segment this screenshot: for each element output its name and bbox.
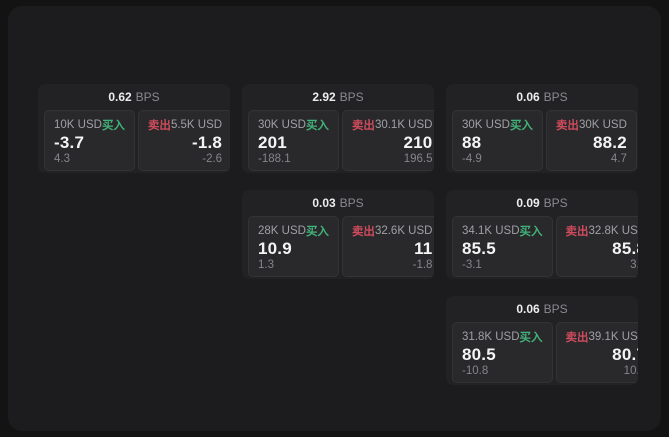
spread-unit: BPS	[339, 196, 364, 210]
quote-cards-grid: 0.62 BPS 10K USD 买入 -3.7 4.3 卖出 5.5K USD	[38, 84, 638, 385]
sell-panel[interactable]: 卖出 30.1K USD 210 196.5	[341, 110, 434, 171]
buy-label: 买入	[305, 226, 329, 238]
sell-subvalue: 196.5	[403, 153, 433, 165]
sell-panel[interactable]: 卖出 5.5K USD -1.8 -2.6	[137, 110, 230, 171]
spread-unit: BPS	[543, 90, 568, 104]
quote-card: 0.06 BPS 30K USD 买入 88 -4.9 卖出 30K USD	[446, 84, 638, 173]
quote-card: 0.03 BPS 28K USD 买入 10.9 1.3 卖出 32.6K US…	[242, 190, 434, 279]
spread-header: 0.09 BPS	[446, 190, 638, 216]
sell-label: 卖出	[555, 120, 579, 132]
buy-label: 买入	[509, 120, 533, 132]
sell-subvalue: -1.8	[412, 259, 433, 271]
sell-panel[interactable]: 卖出 30K USD 88.2 4.7	[545, 110, 637, 171]
buy-size: 31.8K USD	[462, 331, 520, 343]
buy-size: 30K USD	[462, 119, 510, 131]
buy-subvalue: 4.3	[54, 153, 70, 165]
buy-subvalue: 1.3	[258, 259, 274, 271]
quote-card: 0.09 BPS 34.1K USD 买入 85.5 -3.1 卖出 32.8K…	[446, 190, 638, 279]
quote-card: 0.06 BPS 31.8K USD 买入 80.5 -10.8 卖出 39.1…	[446, 296, 638, 385]
spread-header: 0.03 BPS	[242, 190, 434, 216]
spread-unit: BPS	[135, 90, 160, 104]
sell-price: 88.2	[592, 133, 627, 152]
sell-subvalue: 10.2	[623, 365, 638, 377]
sell-subvalue: 3.0	[630, 259, 638, 271]
sell-price: 210	[403, 133, 433, 152]
buy-size: 10K USD	[54, 119, 102, 131]
spread-header: 0.06 BPS	[446, 296, 638, 322]
sell-panel[interactable]: 卖出 32.6K USD 11 -1.8	[341, 216, 434, 277]
spread-unit: BPS	[543, 196, 568, 210]
buy-label: 买入	[101, 120, 125, 132]
buy-price: 88	[462, 133, 482, 152]
buy-subvalue: -3.1	[462, 259, 482, 271]
sell-label: 卖出	[565, 332, 589, 344]
buy-panel[interactable]: 28K USD 买入 10.9 1.3	[248, 216, 339, 277]
sell-subvalue: -2.6	[202, 153, 223, 165]
sell-price: 80.7	[612, 345, 638, 364]
quote-card: 0.62 BPS 10K USD 买入 -3.7 4.3 卖出 5.5K USD	[38, 84, 230, 173]
buy-label: 买入	[519, 226, 543, 238]
spread-value: 0.06	[516, 302, 540, 316]
spread-header: 2.92 BPS	[242, 84, 434, 110]
sell-price: -1.8	[191, 133, 223, 152]
buy-size: 34.1K USD	[462, 225, 520, 237]
sell-price: 11	[414, 239, 433, 258]
buy-panel[interactable]: 30K USD 买入 201 -188.1	[248, 110, 339, 171]
sell-size: 32.8K USD	[588, 225, 638, 237]
buy-panel[interactable]: 31.8K USD 买入 80.5 -10.8	[452, 322, 553, 383]
spread-unit: BPS	[339, 90, 364, 104]
sell-label: 卖出	[147, 120, 171, 132]
spread-value: 0.09	[516, 196, 540, 210]
sell-panel[interactable]: 卖出 32.8K USD 85.8 3.0	[555, 216, 638, 277]
buy-price: 10.9	[258, 239, 292, 258]
buy-price: 85.5	[462, 239, 496, 258]
spread-value: 0.06	[516, 90, 540, 104]
spread-header: 0.06 BPS	[446, 84, 638, 110]
sell-size: 30.1K USD	[374, 119, 433, 131]
buy-price: 201	[258, 133, 287, 152]
buy-price: -3.7	[54, 133, 85, 152]
app-window: 0.62 BPS 10K USD 买入 -3.7 4.3 卖出 5.5K USD	[8, 6, 661, 431]
spread-value: 2.92	[312, 90, 336, 104]
spread-value: 0.62	[108, 90, 132, 104]
sell-price: 85.8	[612, 239, 638, 258]
buy-size: 28K USD	[258, 225, 306, 237]
sell-label: 卖出	[351, 120, 375, 132]
buy-panel[interactable]: 30K USD 买入 88 -4.9	[452, 110, 543, 171]
buy-size: 30K USD	[258, 119, 306, 131]
spread-header: 0.62 BPS	[38, 84, 230, 110]
buy-label: 买入	[519, 332, 543, 344]
sell-size: 30K USD	[578, 119, 627, 131]
spread-unit: BPS	[543, 302, 568, 316]
buy-panel[interactable]: 34.1K USD 买入 85.5 -3.1	[452, 216, 553, 277]
sell-size: 32.6K USD	[374, 225, 433, 237]
buy-subvalue: -10.8	[462, 365, 489, 377]
sell-size: 39.1K USD	[588, 331, 638, 343]
buy-panel[interactable]: 10K USD 买入 -3.7 4.3	[44, 110, 135, 171]
spread-value: 0.03	[312, 196, 336, 210]
sell-label: 卖出	[565, 226, 589, 238]
quote-card: 2.92 BPS 30K USD 买入 201 -188.1 卖出 30.1K …	[242, 84, 434, 173]
buy-price: 80.5	[462, 345, 496, 364]
buy-label: 买入	[305, 120, 329, 132]
sell-subvalue: 4.7	[610, 153, 627, 165]
sell-label: 卖出	[351, 226, 375, 238]
sell-panel[interactable]: 卖出 39.1K USD 80.7 10.2	[555, 322, 638, 383]
buy-subvalue: -188.1	[258, 153, 291, 165]
buy-subvalue: -4.9	[462, 153, 482, 165]
sell-size: 5.5K USD	[170, 119, 223, 131]
